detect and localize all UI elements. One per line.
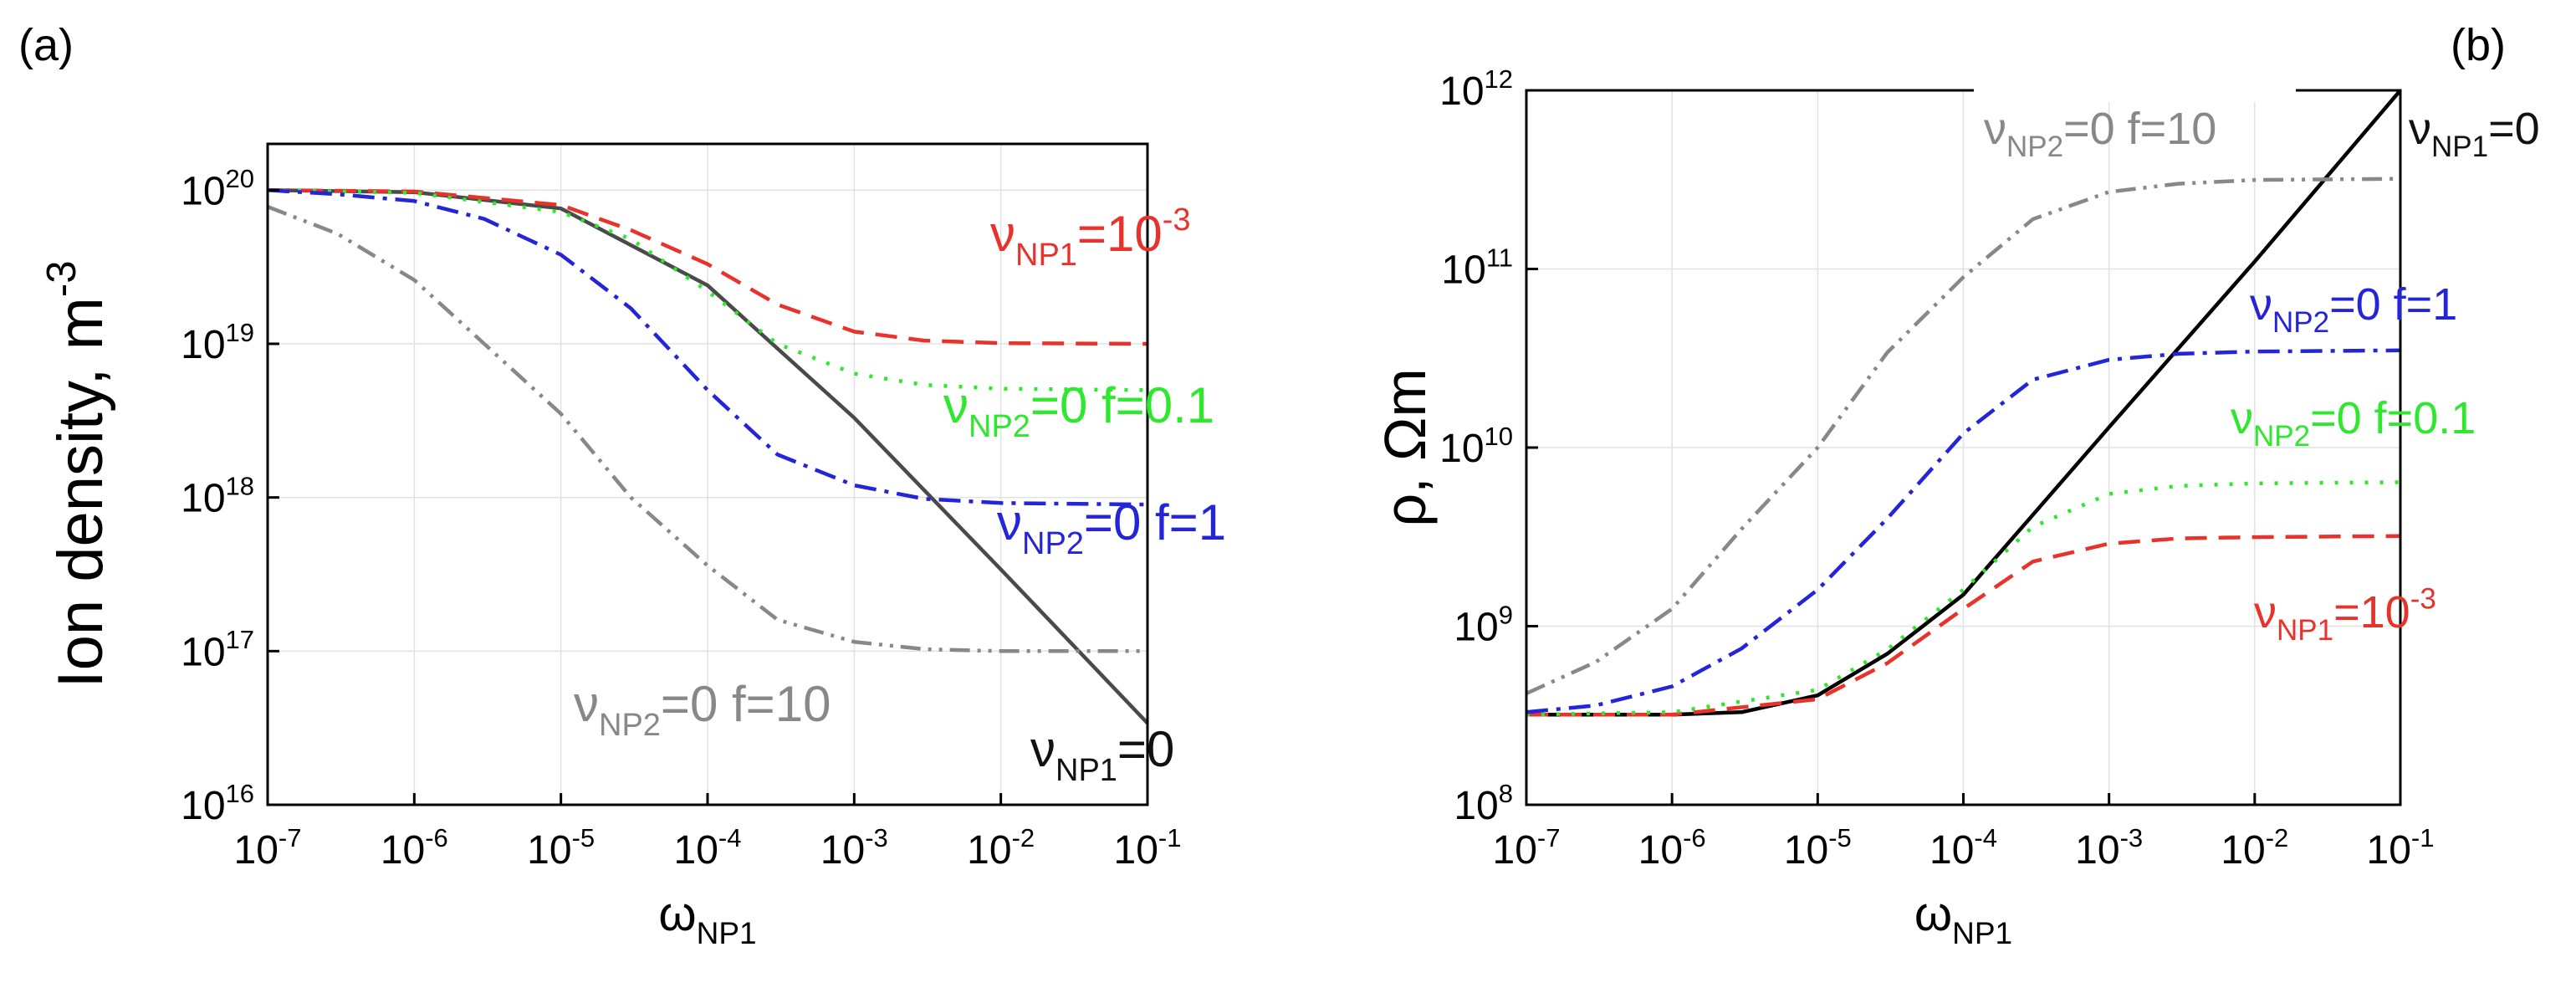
x-axis-title-a: ωNP1 [658, 887, 756, 950]
x-tick-label-a-4: 10-3 [820, 823, 888, 873]
series-annotation-a-4: νNP1=0 [1030, 721, 1174, 788]
series-line-b-3 [1526, 348, 2401, 714]
x-tick-label-a-3: 10-4 [674, 823, 742, 873]
x-tick-label-b-0: 10-7 [1493, 823, 1561, 873]
x-tick-label-a-5: 10-2 [967, 823, 1035, 873]
panel-label-b: (b) [2451, 20, 2506, 70]
series-line-b-1 [1526, 534, 2401, 717]
x-axis-title-b: ωNP1 [1914, 887, 2012, 950]
panel-label-a: (a) [18, 20, 74, 70]
y-axis-title-a: Ion density, m-3 [39, 260, 116, 688]
x-tick-label-b-5: 10-2 [2221, 823, 2288, 873]
series-annotation-a-3: νNP2=0 f=10 [574, 676, 831, 743]
annotation-backdrop-b [1974, 80, 2296, 102]
x-tick-label-b-3: 10-4 [1929, 823, 1997, 873]
x-tick-label-a-1: 10-6 [381, 823, 448, 873]
series-annotation-b-3: νNP2=0 f=0.1 [2231, 393, 2476, 453]
y-tick-label-b-2: 1010 [1439, 422, 1513, 471]
series-line-b-2 [1526, 480, 2401, 717]
x-tick-label-a-0: 10-7 [234, 823, 302, 873]
y-tick-label-a-2: 1018 [181, 471, 254, 520]
series-annotation-b-2: νNP2=0 f=1 [2250, 279, 2457, 339]
y-tick-label-b-4: 1012 [1439, 64, 1513, 114]
panel-b: (b) 10-7 10-6 10-5 10-4 10-3 10-2 10-110810910… [1372, 20, 2540, 950]
y-tick-label-a-4: 1020 [181, 164, 254, 213]
y-tick-label-b-1: 109 [1454, 600, 1513, 649]
plot-area-b: 10-7 10-6 10-5 10-4 10-3 10-2 10-1 108 109 1010 10… [1372, 64, 2540, 950]
series-line-a-1 [267, 188, 1148, 346]
y-tick-label-a-3: 1019 [181, 318, 254, 367]
x-tick-label-b-4: 10-3 [2075, 823, 2143, 873]
x-tick-label-b-6: 10-1 [2367, 823, 2435, 873]
series-annotation-a-1: νNP2=0 f=0.1 [943, 377, 1214, 444]
y-tick-label-a-0: 1016 [181, 779, 254, 828]
x-tick-label-a-2: 10-5 [527, 823, 595, 873]
plot-area-a: 10-7 10-6 10-5 10-4 10-3 10-2 10-1 1016 1017 1018… [39, 142, 1226, 950]
series-annotation-b-0: νNP2=0 f=10 [1984, 104, 2216, 163]
x-tick-label-a-6: 10-1 [1114, 823, 1182, 873]
series-line-b-4 [1526, 177, 2401, 695]
panel-a: (a) 10-7 10-6 10-5 10-4 10-3 10-2 10-1 1016 1017… [18, 20, 1226, 950]
y-tick-label-a-1: 1017 [181, 625, 254, 674]
series-annotation-a-0: νNP1=10-3 [990, 202, 1191, 273]
series-line-a-4 [267, 205, 1147, 653]
series-line-a-3 [267, 188, 1148, 507]
x-tick-label-b-2: 10-5 [1784, 823, 1852, 873]
series-annotation-b-1: νNP1=0 [2409, 104, 2540, 163]
series-annotation-a-2: νNP2=0 f=1 [997, 494, 1226, 561]
y-tick-label-b-0: 108 [1454, 779, 1513, 828]
x-tick-label-b-1: 10-6 [1638, 823, 1706, 873]
y-tick-label-b-3: 1011 [1441, 243, 1513, 292]
series-annotation-b-4: νNP1=10-3 [2254, 582, 2436, 647]
y-axis-title-b: ρ, Ωm [1372, 368, 1438, 526]
